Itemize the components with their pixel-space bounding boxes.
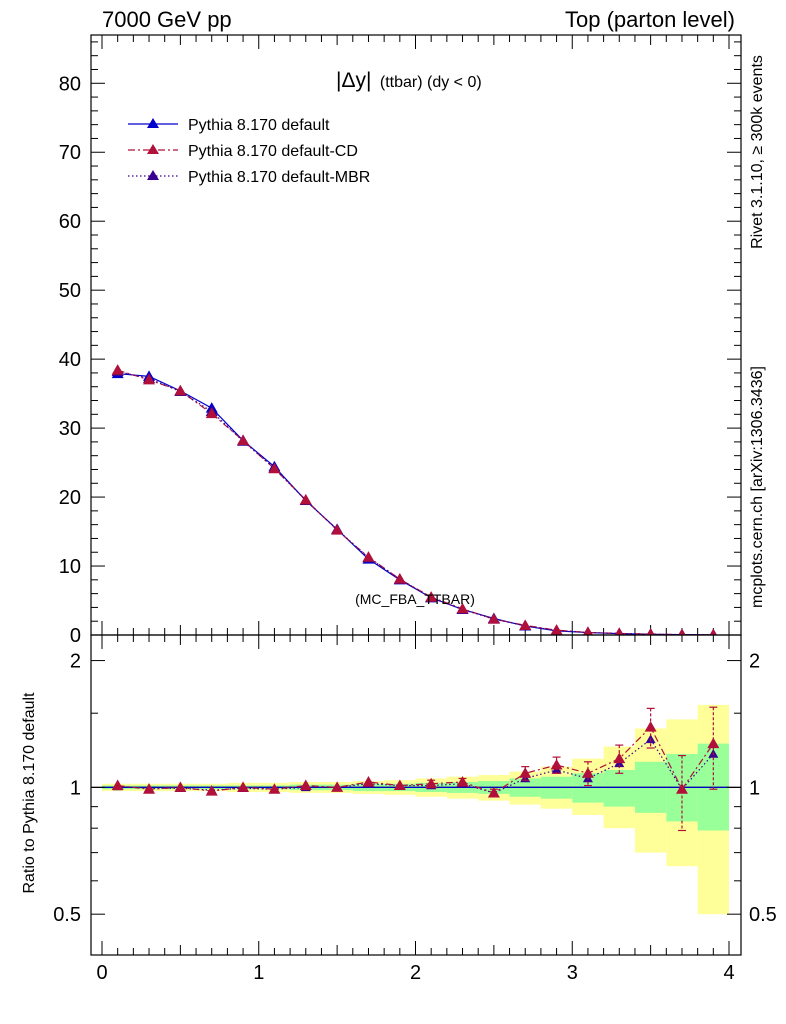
ratio-point-cd [456,775,469,787]
ratio-point-cd [425,777,438,789]
ratio-point-cd [362,775,375,787]
ratio-y-tick-label-left: 2 [70,651,81,673]
legend-entry-default: Pythia 8.170 default [128,117,330,134]
ratio-y-tick-label-right: 2 [749,651,760,673]
point-cd [331,524,344,535]
ratio-point-cd [174,781,187,792]
plot-title: |Δy| (ttbar) (dy < 0) [336,69,482,92]
main-y-tick-label: 30 [59,418,81,440]
point-cd [174,384,187,396]
point-cd [582,626,593,635]
ratio-x-tick-label: 2 [410,962,421,984]
ratio-y-tick-label-left: 0.5 [53,904,81,926]
plot-title-sub: (ttbar) (dy < 0) [380,74,482,91]
legend-marker-cd [147,144,159,154]
point-cd [709,628,717,635]
ratio-point-cd [487,786,500,798]
ratio-point-cd [393,779,406,791]
ratio-point-cd [331,781,344,792]
point-cd [111,364,124,375]
main-y-tick-label: 70 [59,142,81,164]
ratio-point-cd [519,767,532,778]
ratio-ylabel: Ratio to Pythia 8.170 default [21,692,38,894]
main-y-tick-label: 20 [59,487,81,509]
ratio-point-cd [581,767,594,778]
legend-label-cd: Pythia 8.170 default-CD [188,143,358,160]
watermark: (MC_FBA_TTBAR) [355,591,475,607]
point-cd [299,493,312,505]
main-y-tick-label: 50 [59,280,81,302]
point-cd [550,624,563,635]
point-cd [362,551,375,562]
legend-entry-cd: Pythia 8.170 default-CD [128,143,358,160]
rivet-label: Rivet 3.1.10, ≥ 300k events [749,55,766,249]
point-cd [614,627,624,635]
main-y-tick-label: 40 [59,349,81,371]
ratio-ticks: 0 1 2 3 4 0.5 0.5 1 1 2 2 [53,635,777,984]
legend-entry-mbr: Pythia 8.170 default-MBR [128,169,370,186]
ratio-x-tick-label: 4 [723,962,734,984]
point-cd [456,602,469,614]
ratio-plot-panel: 0 1 2 3 4 0.5 0.5 1 1 2 2 Ratio to Pythia 8.170 de… [21,634,777,984]
ratio-point-cd [613,752,626,764]
point-cd [205,407,218,419]
point-cd [268,462,281,474]
main-y-tick-label: 60 [59,211,81,233]
legend: Pythia 8.170 default Pythia 8.170 defaul… [128,117,370,186]
ratio-point-cd [644,721,657,732]
ratio-point-cd [299,779,312,791]
ratio-y-tick-label-right: 0.5 [749,904,777,926]
header-right: Top (parton level) [565,7,735,32]
point-cd [646,628,655,635]
legend-label-mbr: Pythia 8.170 default-MBR [188,169,370,186]
mcplots-label: mcplots.cern.ch [arXiv:1306.3436] [749,366,766,608]
ratio-point-cd [550,759,563,770]
series-line-default [117,373,714,635]
main-y-tick-label: 10 [59,556,81,578]
ratio-line-cd [117,726,714,794]
main-y-ticks: 0 10 20 30 40 50 60 70 80 [59,35,741,647]
ratio-point-cd [111,779,124,791]
ratio-point-cd [205,785,218,796]
ratio-x-tick-label: 1 [253,962,264,984]
ratio-point-cd [237,781,250,792]
ratio-x-tick-label: 3 [567,962,578,984]
main-y-tick-label: 0 [70,625,81,647]
ratio-bands [91,704,741,915]
legend-marker-default [147,118,159,128]
point-cd [143,373,156,385]
ratio-point-cd [707,737,720,749]
main-y-tick-label: 80 [59,73,81,95]
point-cd [487,613,500,624]
point-cd [393,573,406,584]
ratio-point-cd [675,783,688,794]
point-cd [678,628,686,635]
ratio-x-tick-label: 0 [96,962,107,984]
legend-marker-mbr [147,170,159,180]
point-cd [425,591,438,602]
band-inner-bin [603,769,635,807]
plot-title-main: |Δy| [336,69,371,92]
ratio-y-tick-label-right: 1 [749,777,760,799]
ratio-y-tick-label-left: 1 [70,777,81,799]
legend-label-default: Pythia 8.170 default [188,117,330,134]
point-cd [237,434,250,446]
main-series [111,364,717,635]
header-left: 7000 GeV pp [102,7,232,32]
ratio-series [111,706,720,832]
point-cd [519,619,532,630]
ratio-point-cd [143,783,156,794]
ratio-point-cd [268,783,281,794]
